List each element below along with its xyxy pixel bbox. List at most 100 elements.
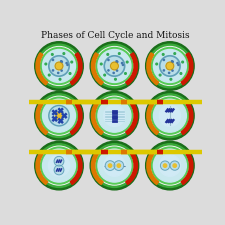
Circle shape <box>49 106 69 126</box>
Circle shape <box>163 70 164 71</box>
Circle shape <box>160 161 170 170</box>
Circle shape <box>113 72 114 74</box>
Circle shape <box>151 146 189 185</box>
Wedge shape <box>91 152 103 184</box>
Circle shape <box>37 44 81 88</box>
Circle shape <box>45 63 47 65</box>
Circle shape <box>43 50 76 83</box>
Circle shape <box>162 54 164 55</box>
Wedge shape <box>70 152 82 184</box>
Wedge shape <box>126 152 137 184</box>
Wedge shape <box>181 152 193 184</box>
Circle shape <box>43 99 76 132</box>
Circle shape <box>178 64 179 65</box>
Circle shape <box>104 74 106 76</box>
Circle shape <box>110 62 118 70</box>
Wedge shape <box>91 53 103 85</box>
Circle shape <box>174 53 176 54</box>
Circle shape <box>37 144 81 187</box>
Circle shape <box>125 73 126 74</box>
Circle shape <box>104 105 125 126</box>
Circle shape <box>108 70 109 71</box>
Wedge shape <box>36 152 48 184</box>
Wedge shape <box>147 152 159 184</box>
Circle shape <box>95 96 134 135</box>
Circle shape <box>156 63 157 65</box>
Circle shape <box>159 74 161 76</box>
Circle shape <box>61 61 62 62</box>
Circle shape <box>118 53 120 54</box>
Wedge shape <box>36 53 48 85</box>
Circle shape <box>116 61 117 62</box>
Circle shape <box>90 141 139 190</box>
Wedge shape <box>181 53 193 85</box>
Circle shape <box>166 62 174 70</box>
Circle shape <box>151 97 188 134</box>
Circle shape <box>151 96 189 135</box>
Circle shape <box>146 141 194 190</box>
Circle shape <box>177 63 178 64</box>
Circle shape <box>153 149 186 182</box>
Circle shape <box>54 165 64 175</box>
Circle shape <box>59 79 61 80</box>
Circle shape <box>172 70 173 71</box>
Circle shape <box>61 70 62 71</box>
Circle shape <box>153 99 186 132</box>
Circle shape <box>170 79 172 80</box>
Circle shape <box>180 73 182 74</box>
Circle shape <box>69 73 71 74</box>
Circle shape <box>93 144 136 187</box>
Circle shape <box>163 59 164 61</box>
Circle shape <box>173 164 176 167</box>
Circle shape <box>146 42 194 90</box>
Circle shape <box>104 56 125 76</box>
Circle shape <box>163 164 167 167</box>
Circle shape <box>52 54 53 55</box>
Circle shape <box>40 146 78 185</box>
Circle shape <box>104 155 125 176</box>
Circle shape <box>148 94 192 137</box>
Circle shape <box>55 112 63 119</box>
Wedge shape <box>126 103 137 135</box>
Wedge shape <box>70 103 82 135</box>
Circle shape <box>90 42 139 90</box>
Circle shape <box>54 156 64 166</box>
Circle shape <box>153 50 186 83</box>
Circle shape <box>35 42 83 90</box>
Circle shape <box>160 56 180 76</box>
Circle shape <box>35 91 83 140</box>
Circle shape <box>100 63 102 65</box>
Wedge shape <box>147 53 159 85</box>
Circle shape <box>159 105 180 126</box>
Circle shape <box>146 91 194 140</box>
Circle shape <box>61 61 62 62</box>
Circle shape <box>122 63 123 64</box>
Circle shape <box>58 72 59 74</box>
Circle shape <box>98 149 131 182</box>
Circle shape <box>117 70 118 71</box>
Circle shape <box>95 47 134 85</box>
Circle shape <box>151 47 189 85</box>
Circle shape <box>49 56 69 76</box>
Circle shape <box>93 44 136 88</box>
Circle shape <box>182 61 183 63</box>
Circle shape <box>48 74 50 76</box>
Circle shape <box>71 61 73 63</box>
Circle shape <box>96 47 133 84</box>
Circle shape <box>98 50 131 83</box>
Wedge shape <box>181 103 193 135</box>
Circle shape <box>105 161 115 171</box>
Circle shape <box>169 72 170 74</box>
Circle shape <box>48 155 70 176</box>
Circle shape <box>35 141 83 190</box>
Circle shape <box>95 146 134 185</box>
Circle shape <box>122 64 124 65</box>
Circle shape <box>43 149 76 182</box>
Circle shape <box>67 64 68 65</box>
Wedge shape <box>70 53 82 85</box>
Circle shape <box>40 97 77 134</box>
Circle shape <box>93 94 136 137</box>
Circle shape <box>107 54 109 55</box>
Circle shape <box>148 44 192 88</box>
Circle shape <box>40 147 77 184</box>
